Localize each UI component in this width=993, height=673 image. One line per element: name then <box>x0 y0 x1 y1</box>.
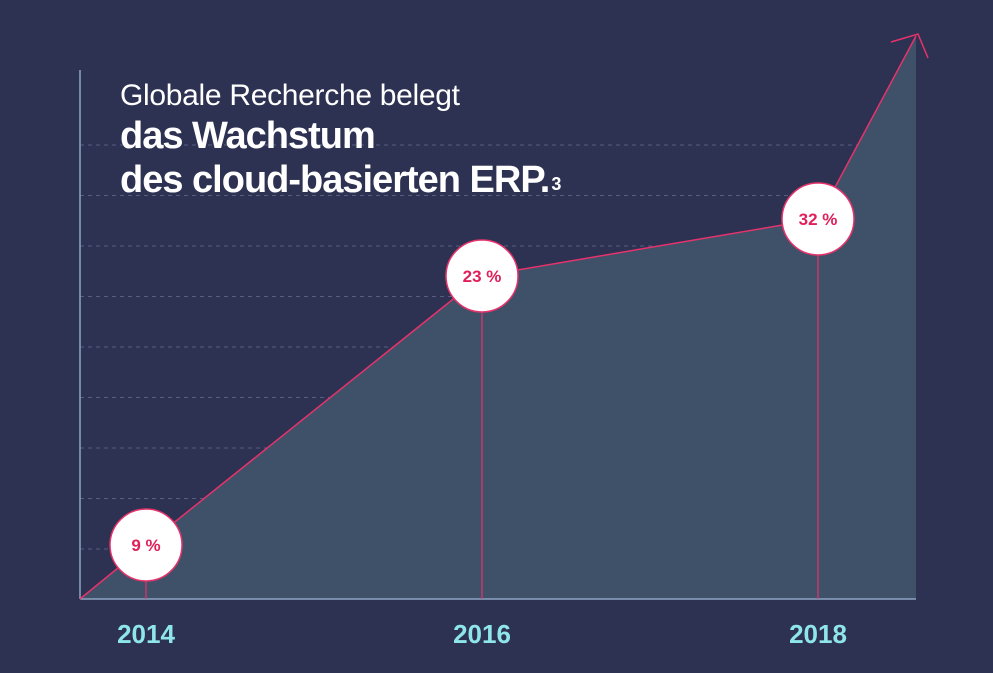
data-badges: 9 % 23 % 32 % <box>109 182 855 582</box>
data-badge: 32 % <box>781 182 855 256</box>
x-tick-label: 2014 <box>117 619 175 649</box>
data-point <box>445 239 519 313</box>
data-point <box>109 508 183 582</box>
chart-subtitle: Globale Recherche belegt <box>120 79 460 112</box>
footnote-marker: 3 <box>551 174 561 194</box>
data-badge: 9 % <box>109 508 183 582</box>
trend-arrow-icon <box>890 33 929 59</box>
chart-headline-line2: des cloud-basierten ERP. 3 <box>120 158 561 202</box>
x-tick-label: 2016 <box>453 619 511 649</box>
chart-headline-line1: das Wachstum <box>120 115 376 157</box>
x-tick-labels: 2014 2016 2018 <box>117 619 847 649</box>
data-point <box>781 182 855 256</box>
chart-title: Globale Recherche belegt das Wachstum de… <box>120 78 561 202</box>
data-label: 23 % <box>463 267 502 286</box>
data-label: 32 % <box>799 210 838 229</box>
data-badge: 23 % <box>445 239 519 313</box>
x-tick-label: 2018 <box>789 619 847 649</box>
growth-area <box>80 36 916 599</box>
chart-headline-line2-text: des cloud-basierten ERP. <box>120 159 550 201</box>
data-label: 9 % <box>131 536 160 555</box>
